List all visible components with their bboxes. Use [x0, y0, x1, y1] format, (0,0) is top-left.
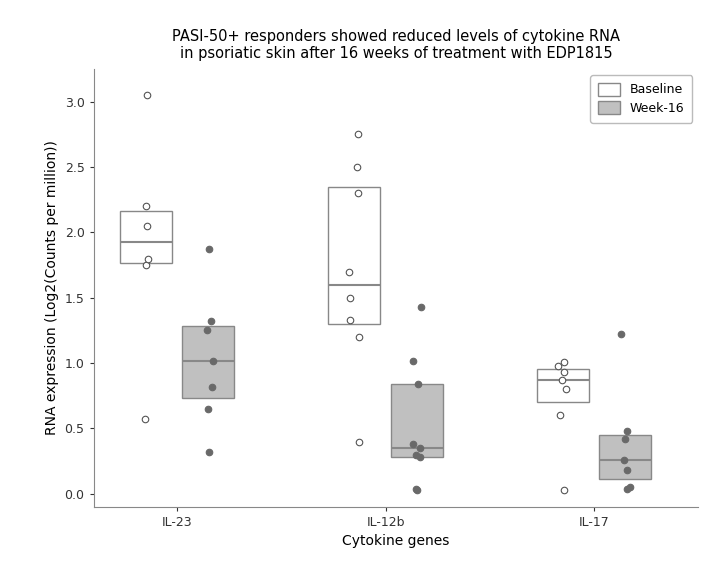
Point	[558, 486, 570, 495]
Point	[624, 483, 636, 492]
Point	[206, 317, 217, 326]
PathPatch shape	[120, 211, 172, 263]
Point	[621, 465, 633, 475]
Point	[560, 385, 572, 394]
Point	[619, 434, 631, 444]
Point	[352, 130, 364, 139]
PathPatch shape	[182, 326, 235, 398]
Point	[552, 361, 564, 370]
Point	[414, 444, 426, 453]
Point	[202, 404, 213, 414]
Point	[352, 189, 364, 198]
X-axis label: Cytokine genes: Cytokine genes	[342, 535, 450, 548]
Point	[202, 326, 213, 335]
Point	[203, 245, 215, 254]
Point	[615, 330, 626, 339]
Point	[410, 450, 422, 459]
PathPatch shape	[537, 369, 589, 403]
Y-axis label: RNA expression (Log2(Counts per million)): RNA expression (Log2(Counts per million)…	[45, 141, 59, 435]
Point	[351, 162, 363, 172]
Legend: Baseline, Week-16: Baseline, Week-16	[590, 75, 692, 123]
Point	[139, 415, 150, 424]
Point	[621, 426, 633, 435]
Point	[414, 453, 426, 462]
Point	[407, 439, 418, 449]
Point	[143, 254, 154, 263]
Title: PASI-50+ responders showed reduced levels of cytokine RNA
in psoriatic skin afte: PASI-50+ responders showed reduced level…	[172, 29, 620, 61]
Point	[142, 90, 153, 100]
Point	[410, 484, 422, 493]
Point	[344, 293, 356, 302]
Point	[207, 356, 219, 365]
Point	[140, 202, 152, 211]
Point	[415, 302, 427, 312]
Point	[621, 484, 632, 493]
Point	[343, 267, 355, 276]
Point	[557, 376, 568, 385]
Point	[203, 448, 215, 457]
PathPatch shape	[328, 187, 380, 324]
PathPatch shape	[391, 384, 443, 457]
PathPatch shape	[599, 435, 652, 479]
Point	[353, 332, 364, 342]
Point	[354, 437, 365, 446]
Point	[408, 356, 419, 365]
Point	[413, 380, 424, 389]
Point	[558, 357, 570, 366]
Point	[618, 455, 630, 464]
Point	[140, 260, 152, 270]
Point	[344, 316, 356, 325]
Point	[411, 486, 423, 495]
Point	[558, 367, 570, 377]
Point	[554, 411, 566, 420]
Point	[207, 382, 218, 391]
Point	[141, 221, 153, 230]
